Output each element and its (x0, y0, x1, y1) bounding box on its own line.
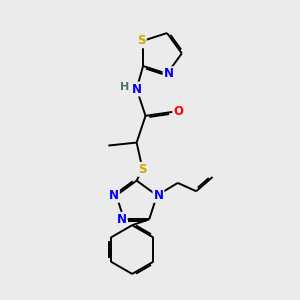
Text: O: O (174, 106, 184, 118)
Text: S: S (137, 34, 146, 47)
Text: N: N (164, 67, 173, 80)
Text: N: N (117, 213, 127, 226)
Text: S: S (138, 163, 147, 176)
Text: N: N (109, 189, 119, 202)
Text: N: N (132, 82, 142, 96)
Text: H: H (119, 82, 129, 92)
Text: N: N (154, 189, 164, 202)
